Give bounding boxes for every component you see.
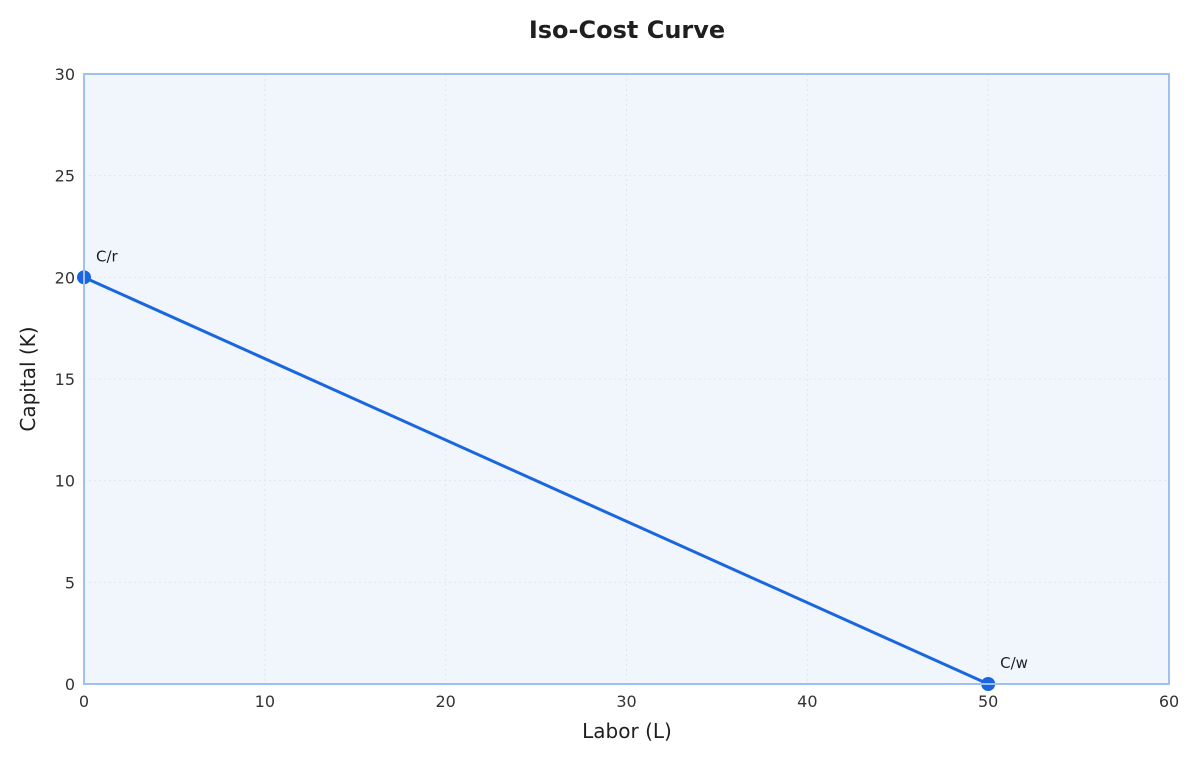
point-label: C/r [96, 247, 119, 265]
point-label: C/w [1000, 654, 1028, 672]
y-tick-label: 15 [55, 370, 75, 389]
plot-border [83, 73, 1170, 685]
x-tick-label: 50 [978, 692, 998, 711]
chart-title: Iso-Cost Curve [529, 16, 725, 44]
y-tick-label: 0 [65, 675, 75, 694]
y-tick-label: 10 [55, 472, 75, 491]
x-tick-label: 60 [1159, 692, 1179, 711]
grid-lines [84, 74, 1169, 684]
x-tick-label: 0 [79, 692, 89, 711]
y-axis-ticks: 0 5 10 15 20 25 30 [55, 65, 75, 694]
y-tick-label: 20 [55, 268, 75, 287]
y-tick-label: 30 [55, 65, 75, 84]
x-tick-label: 30 [616, 692, 636, 711]
x-tick-label: 40 [797, 692, 817, 711]
x-axis-label: Labor (L) [582, 719, 672, 743]
x-tick-label: 10 [255, 692, 275, 711]
iso-cost-line [82, 275, 990, 686]
y-tick-label: 25 [55, 167, 75, 186]
y-axis-label: Capital (K) [16, 326, 40, 431]
x-axis-ticks: 0 10 20 30 40 50 60 [79, 692, 1179, 711]
y-tick-label: 5 [65, 573, 75, 592]
series-layer [82, 275, 990, 686]
x-tick-label: 20 [435, 692, 455, 711]
